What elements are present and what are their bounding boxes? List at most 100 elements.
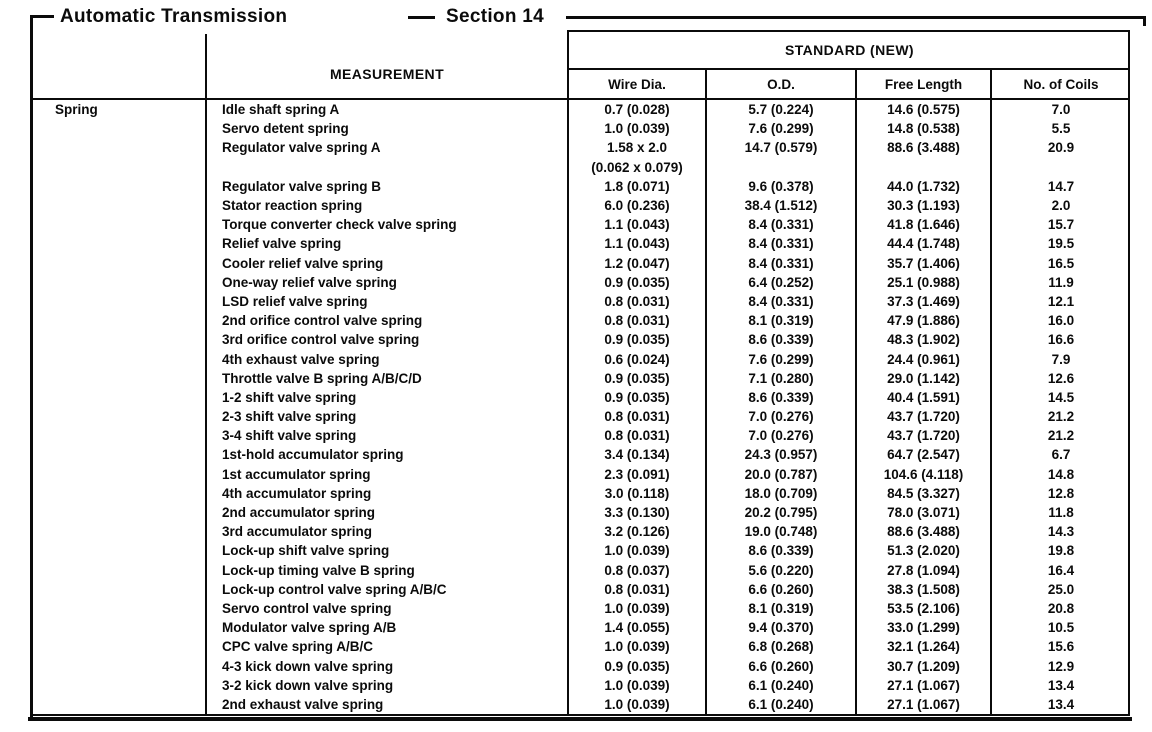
group-column-cell <box>30 484 205 503</box>
spring-name-cell: One-way relief valve spring <box>205 272 567 292</box>
od-cell: 7.1 (0.280) <box>705 368 855 388</box>
od-cell: 5.7 (0.224) <box>705 100 855 120</box>
coils-cell: 25.0 <box>990 579 1130 599</box>
spring-name-cell: 3rd accumulator spring <box>205 522 567 542</box>
wire-dia-cell: 3.3 (0.130) <box>567 502 705 523</box>
spring-name-cell: 3rd orifice control valve spring <box>205 330 567 350</box>
table-row: Relief valve spring 1.1 (0.043) 8.4 (0.3… <box>30 234 1130 254</box>
wire-dia-cell: 3.2 (0.126) <box>567 522 705 542</box>
coils-cell: 13.4 <box>990 675 1130 695</box>
od-cell: 18.0 (0.709) <box>705 483 855 503</box>
coils-cell: 7.9 <box>990 349 1130 369</box>
group-column-cell <box>30 330 205 349</box>
od-cell: 7.0 (0.276) <box>705 407 855 427</box>
od-cell: 8.6 (0.339) <box>705 387 855 407</box>
group-column-cell <box>30 637 205 656</box>
od-cell: 8.1 (0.319) <box>705 311 855 331</box>
wire-dia-cell: 1.8 (0.071) <box>567 176 705 196</box>
page-title: Automatic Transmission <box>60 6 288 27</box>
wire-dia-cell: 3.0 (0.118) <box>567 483 705 503</box>
od-cell: 9.4 (0.370) <box>705 618 855 638</box>
spring-name-cell: 2nd accumulator spring <box>205 502 567 523</box>
coils-cell: 5.5 <box>990 119 1130 139</box>
group-column-cell <box>30 580 205 599</box>
od-cell: 7.6 (0.299) <box>705 349 855 369</box>
od-cell: 8.4 (0.331) <box>705 234 855 254</box>
coils-cell: 16.0 <box>990 311 1130 331</box>
spring-name-cell: 2nd orifice control valve spring <box>205 311 567 331</box>
coils-cell: 20.9 <box>990 138 1130 158</box>
group-column-cell <box>30 599 205 618</box>
od-cell: 38.4 (1.512) <box>705 195 855 216</box>
spring-name-cell: 3-2 kick down valve spring <box>205 675 567 695</box>
section-dash <box>408 16 435 19</box>
table-row: Regulator valve spring A 1.58 x 2.0 14.7… <box>30 138 1130 158</box>
table-row: 3-2 kick down valve spring 1.0 (0.039) 6… <box>30 675 1130 695</box>
group-column-cell <box>30 522 205 541</box>
od-cell: 6.4 (0.252) <box>705 272 855 292</box>
coils-cell: 21.2 <box>990 407 1130 427</box>
group-column-cell <box>30 369 205 388</box>
coils-cell: 12.9 <box>990 656 1130 676</box>
od-cell: 8.4 (0.331) <box>705 291 855 312</box>
od-cell: 19.0 (0.748) <box>705 522 855 542</box>
coils-cell: 11.8 <box>990 502 1130 523</box>
wire-dia-cell: (0.062 x 0.079) <box>567 157 705 177</box>
page-left-border <box>30 15 33 718</box>
spring-name-cell: Regulator valve spring A <box>205 138 567 158</box>
table-row: One-way relief valve spring 0.9 (0.035) … <box>30 272 1130 292</box>
wire-dia-cell: 3.4 (0.134) <box>567 445 705 465</box>
coils-cell: 14.8 <box>990 464 1130 484</box>
table-row: Lock-up shift valve spring 1.0 (0.039) 8… <box>30 541 1130 561</box>
free-length-cell: 104.6 (4.118) <box>855 464 990 484</box>
wire-dia-cell: 1.2 (0.047) <box>567 253 705 273</box>
wire-dia-cell: 1.1 (0.043) <box>567 215 705 235</box>
wire-dia-cell: 1.0 (0.039) <box>567 694 705 714</box>
od-cell: 8.4 (0.331) <box>705 215 855 235</box>
table-row: 1st accumulator spring 2.3 (0.091) 20.0 … <box>30 464 1130 484</box>
wire-dia-cell: 0.9 (0.035) <box>567 330 705 350</box>
free-length-cell: 27.8 (1.094) <box>855 560 990 580</box>
spring-name-cell: 4th accumulator spring <box>205 483 567 503</box>
standard-new-header: STANDARD (NEW) <box>567 30 1130 68</box>
table-row: 4th exhaust valve spring 0.6 (0.024) 7.6… <box>30 349 1130 369</box>
od-cell: 5.6 (0.220) <box>705 560 855 580</box>
coils-cell <box>990 157 1130 177</box>
table-row: 1st-hold accumulator spring 3.4 (0.134) … <box>30 445 1130 465</box>
free-length-cell: 27.1 (1.067) <box>855 694 990 714</box>
page-bottom-border <box>28 717 1132 721</box>
table-row: 2nd exhaust valve spring 1.0 (0.039) 6.1… <box>30 694 1130 714</box>
table-right-border <box>1128 30 1130 716</box>
group-column-cell <box>30 407 205 426</box>
free-length-cell: 27.1 (1.067) <box>855 675 990 695</box>
group-column-cell <box>30 158 205 177</box>
coils-cell: 7.0 <box>990 100 1130 120</box>
od-cell: 6.1 (0.240) <box>705 675 855 695</box>
group-column-cell <box>30 273 205 292</box>
spring-name-cell: Cooler relief valve spring <box>205 253 567 273</box>
free-length-cell: 43.7 (1.720) <box>855 426 990 446</box>
table-row: Cooler relief valve spring 1.2 (0.047) 8… <box>30 253 1130 273</box>
table-body: Idle shaft spring A 0.7 (0.028) 5.7 (0.2… <box>30 98 1130 716</box>
group-column-cell <box>30 349 205 368</box>
free-length-cell: 33.0 (1.299) <box>855 618 990 638</box>
spring-name-cell: Idle shaft spring A <box>205 100 567 120</box>
od-cell: 8.6 (0.339) <box>705 541 855 561</box>
wire-dia-cell: 1.0 (0.039) <box>567 119 705 139</box>
wire-dia-cell: 1.58 x 2.0 <box>567 138 705 158</box>
wire-dia-cell: 0.9 (0.035) <box>567 387 705 407</box>
column-header-free-length: Free Length <box>855 70 990 98</box>
group-column-cell <box>30 695 205 714</box>
spring-name-cell: Lock-up shift valve spring <box>205 541 567 561</box>
od-cell: 14.7 (0.579) <box>705 138 855 158</box>
title-corner-dash <box>30 15 54 18</box>
coils-cell: 16.4 <box>990 560 1130 580</box>
coils-cell: 21.2 <box>990 426 1130 446</box>
spring-name-cell: Lock-up timing valve B spring <box>205 560 567 580</box>
od-cell <box>705 157 855 177</box>
free-length-cell: 32.1 (1.264) <box>855 637 990 657</box>
wire-dia-cell: 0.8 (0.031) <box>567 579 705 599</box>
free-length-cell: 41.8 (1.646) <box>855 215 990 235</box>
spring-name-cell: 1-2 shift valve spring <box>205 387 567 407</box>
